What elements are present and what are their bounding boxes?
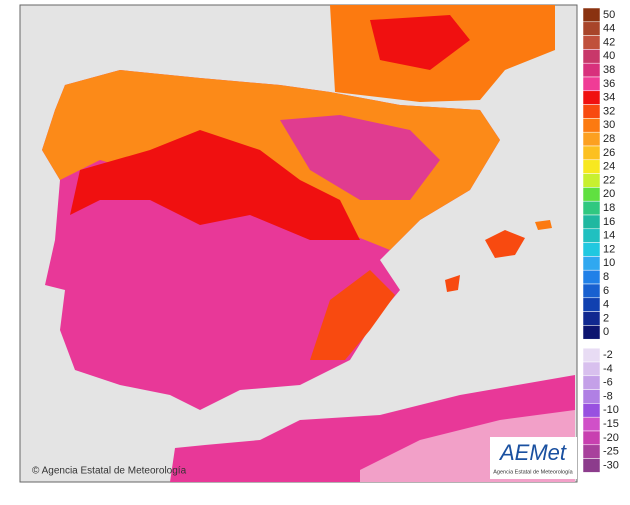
legend-swatch: [582, 173, 601, 188]
legend-label: -15: [603, 418, 619, 430]
legend-swatch: [582, 375, 601, 390]
legend-label: 16: [603, 216, 615, 228]
central-red: [70, 130, 360, 240]
southeast-orange: [310, 270, 395, 360]
ibiza: [445, 275, 460, 292]
legend-swatch: [582, 90, 601, 105]
legend-label: 32: [603, 105, 615, 117]
legend-label: 20: [603, 188, 615, 200]
legend-label: 10: [603, 257, 615, 269]
legend-label: 44: [603, 23, 615, 35]
legend-swatch: [582, 430, 601, 446]
legend-label: -8: [603, 390, 613, 402]
legend-label: 36: [603, 78, 615, 90]
legend-label: 30: [603, 119, 615, 131]
legend-swatch: [582, 62, 601, 78]
legend-label: 50: [603, 9, 615, 21]
legend-label: 8: [603, 271, 609, 283]
legend-label: 4: [603, 299, 609, 311]
legend-swatch: [582, 256, 601, 271]
legend-label: 14: [603, 230, 615, 242]
legend-swatch: [582, 403, 601, 418]
legend-label: -6: [603, 377, 613, 389]
legend-swatch: [582, 311, 601, 326]
legend-label: 24: [603, 161, 615, 173]
legend-label: 22: [603, 174, 615, 186]
legend-label: -10: [603, 404, 619, 416]
logo-subtitle: Agencia Estatal de Meteorología: [493, 469, 573, 475]
legend-label: -4: [603, 363, 613, 375]
legend: 5044424038363432302826242220181614121086…: [582, 7, 619, 473]
legend-swatch: [582, 104, 601, 119]
legend-swatch: [582, 131, 601, 147]
balearics: [485, 230, 525, 258]
legend-swatch: [582, 361, 601, 377]
legend-swatch: [582, 228, 601, 243]
legend-swatch: [582, 145, 601, 161]
legend-label: 26: [603, 147, 615, 159]
legend-swatch: [582, 214, 601, 230]
legend-swatch: [582, 283, 601, 299]
legend-swatch: [582, 76, 601, 92]
legend-label: 42: [603, 36, 615, 48]
legend-label: -25: [603, 446, 619, 458]
legend-label: -2: [603, 349, 613, 361]
legend-swatch: [582, 35, 601, 50]
legend-swatch: [582, 159, 601, 174]
legend-label: 6: [603, 285, 609, 297]
legend-label: 18: [603, 202, 615, 214]
legend-swatch: [582, 269, 601, 285]
legend-label: 38: [603, 64, 615, 76]
legend-swatch: [582, 242, 601, 257]
central-pink: [280, 115, 440, 200]
copyright: © Agencia Estatal de Meteorología: [32, 466, 187, 477]
legend-label: -30: [603, 459, 619, 471]
minorca: [535, 220, 552, 230]
map: AEMet Agencia Estatal de Meteorología © …: [19, 4, 578, 483]
legend-label: 0: [603, 326, 609, 338]
legend-swatch: [582, 200, 601, 216]
legend-swatch: [582, 325, 601, 340]
france-hot: [370, 15, 470, 70]
legend-swatch: [582, 458, 601, 473]
legend-label: 28: [603, 133, 615, 145]
legend-swatch: [582, 118, 601, 133]
legend-label: 12: [603, 243, 615, 255]
legend-label: 40: [603, 50, 615, 62]
legend-swatch: [582, 297, 601, 312]
legend-swatch: [582, 389, 601, 404]
legend-swatch: [582, 21, 601, 36]
legend-swatch: [582, 347, 601, 363]
legend-label: -20: [603, 432, 619, 444]
legend-swatch: [582, 444, 601, 459]
legend-swatch: [582, 416, 601, 432]
legend-swatch: [582, 7, 601, 23]
logo-box: [490, 437, 577, 479]
legend-swatch: [582, 187, 601, 202]
legend-label: 34: [603, 92, 615, 104]
logo: AEMet: [498, 440, 567, 465]
legend-label: 2: [603, 312, 609, 324]
legend-swatch: [582, 49, 601, 64]
